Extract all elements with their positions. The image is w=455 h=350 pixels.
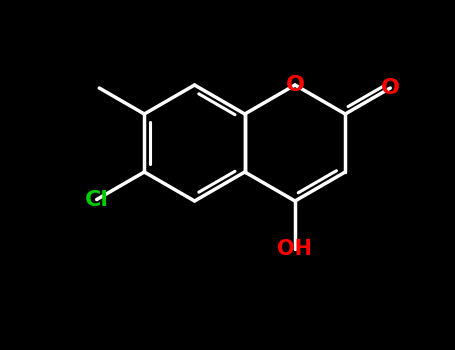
Text: O: O [381,78,400,98]
Text: Cl: Cl [85,189,109,210]
Text: OH: OH [278,239,313,259]
Text: O: O [285,75,304,95]
